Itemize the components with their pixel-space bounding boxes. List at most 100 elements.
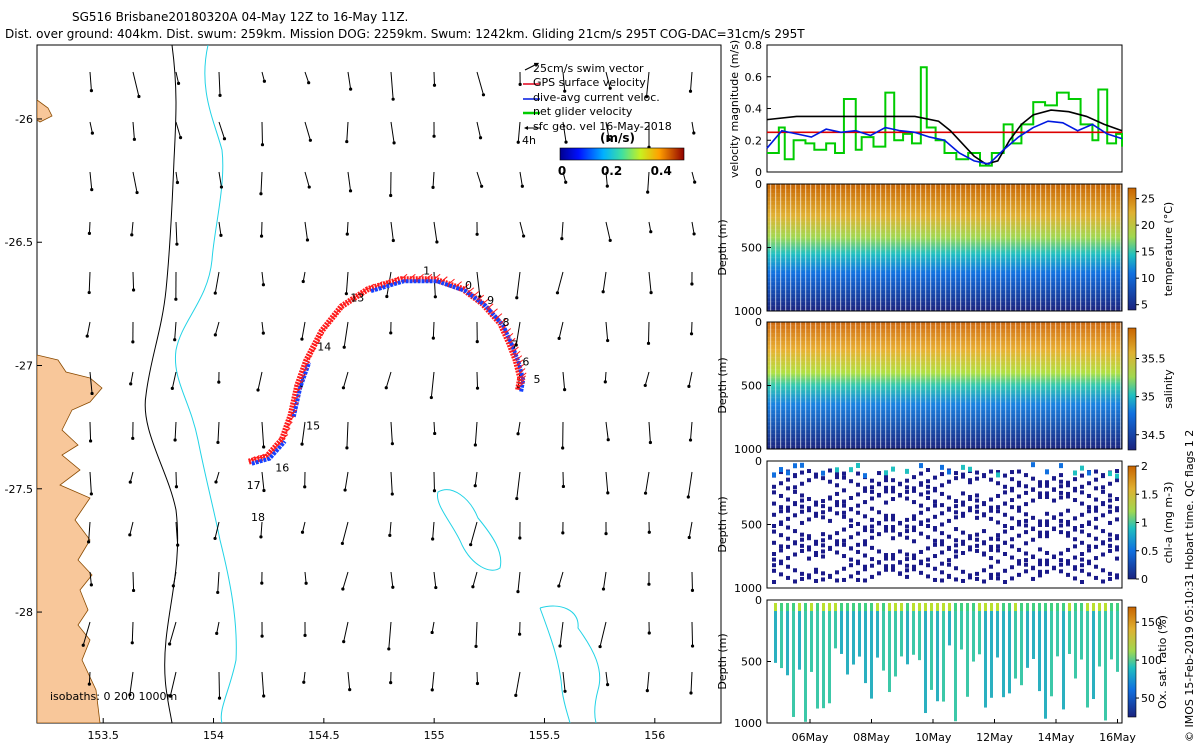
current-vector [89, 421, 92, 441]
chla-point [1052, 554, 1056, 559]
chla-cbar-label: chl-a (mg m-3) [1162, 482, 1175, 564]
current-vector-head [648, 440, 652, 445]
chla-point [821, 515, 825, 520]
oxygen-surface [1044, 603, 1047, 611]
chla-point [933, 577, 937, 582]
chla-point [884, 528, 888, 533]
current-vector-head [260, 581, 264, 585]
chla-point [1094, 469, 1098, 474]
current-vector [515, 321, 521, 346]
chla-point [919, 520, 923, 525]
chla-surface-point [891, 466, 895, 472]
current-vector-head [560, 237, 564, 241]
chla-point [807, 497, 811, 502]
current-vector [175, 171, 178, 183]
current-vector [342, 371, 349, 388]
chla-point [1031, 476, 1035, 481]
chla-point [856, 577, 860, 582]
chla-point [996, 576, 1000, 581]
current-vector-head [473, 484, 477, 488]
legend-swim-vector-icon [524, 62, 540, 71]
current-vector-head [690, 282, 694, 286]
chla-point [863, 542, 867, 547]
current-vector [172, 571, 177, 586]
current-vector-head [384, 386, 388, 390]
oxygen-profile [1092, 603, 1095, 700]
chla-point [1094, 536, 1098, 541]
current-vector-head [432, 489, 437, 493]
current-vector-head [341, 587, 345, 591]
chla-point [1052, 498, 1056, 503]
oxygen-surface [966, 603, 969, 611]
current-vector-head [214, 480, 218, 484]
swim-vector [517, 363, 525, 370]
chla-cbar-tick-label: 0 [1141, 573, 1148, 586]
swim-vector [317, 333, 325, 339]
chla-point [1017, 561, 1021, 566]
oxygen-surface [1104, 603, 1107, 611]
chla-point [1101, 529, 1105, 534]
chla-point [905, 568, 909, 573]
chla-point [1003, 580, 1007, 584]
chla-point [821, 571, 825, 576]
current-vector [89, 371, 93, 394]
chla-point [989, 508, 993, 513]
chla-point [961, 491, 965, 496]
current-vector [604, 371, 607, 382]
chla-point [1073, 488, 1077, 493]
current-vector-head [645, 689, 649, 693]
oxygen-profile [1086, 603, 1089, 708]
current-vector [390, 71, 394, 100]
chla-point [1066, 508, 1070, 513]
current-vector-head [689, 691, 693, 695]
current-vector-head [170, 386, 174, 390]
current-vector [390, 571, 394, 588]
chla-point [1024, 530, 1028, 535]
current-vector-head [521, 234, 526, 238]
chla-point [779, 481, 783, 486]
velocity-y-label: velocity magnitude (m/s) [728, 40, 741, 178]
chla-point [1073, 498, 1077, 503]
chla-point [1010, 505, 1014, 510]
current-vector [82, 621, 91, 646]
current-vector-head [132, 137, 136, 141]
chla-point [919, 549, 923, 554]
oxygen-surface [996, 603, 999, 611]
chla-point [1087, 572, 1091, 577]
current-vector-head [87, 231, 92, 235]
chla-point [842, 475, 846, 480]
current-vector-head [649, 230, 653, 234]
chla-point [835, 491, 839, 496]
chla-point [828, 496, 832, 501]
chla-point [835, 531, 839, 536]
oxygen-profile [894, 603, 897, 677]
current-vector-head [687, 535, 691, 540]
chla-point [1017, 547, 1021, 552]
swim-vector [375, 281, 383, 287]
map-y-tick-label: -27 [15, 360, 33, 373]
oxsat-cbar-tick-label: 50 [1141, 692, 1155, 705]
chla-point [870, 496, 874, 501]
chla-point [877, 471, 881, 476]
current-vector-head [390, 442, 394, 446]
current-vector [390, 221, 394, 241]
day-label: 15 [306, 420, 320, 433]
swim-vector [277, 438, 285, 445]
swim-vector [518, 368, 526, 374]
oxygen-profile [816, 603, 819, 709]
current-vector-head [131, 288, 136, 292]
current-vector-head [87, 290, 91, 295]
chla-point [1094, 544, 1098, 549]
current-vector-head [644, 95, 649, 99]
current-vector [691, 171, 696, 183]
day-label: 14 [317, 341, 331, 354]
current-vector-head [518, 536, 522, 540]
current-vector [89, 171, 93, 190]
oxygen-surface [1056, 603, 1059, 611]
current-vector-head [515, 496, 519, 501]
chla-point [996, 533, 1000, 538]
oxygen-surface [774, 603, 777, 611]
chla-point [849, 507, 853, 512]
temperature-cbar-label: temperature (°C) [1162, 202, 1175, 296]
